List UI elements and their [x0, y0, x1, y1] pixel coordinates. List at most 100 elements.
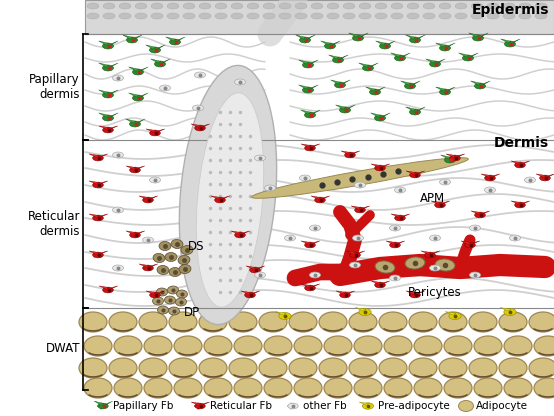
Ellipse shape — [102, 115, 114, 121]
Ellipse shape — [340, 107, 351, 113]
Ellipse shape — [384, 336, 412, 356]
Polygon shape — [223, 196, 230, 199]
Ellipse shape — [534, 336, 554, 356]
Ellipse shape — [144, 336, 172, 356]
Polygon shape — [547, 174, 554, 177]
Ellipse shape — [152, 297, 163, 305]
Ellipse shape — [391, 13, 403, 19]
Ellipse shape — [195, 403, 205, 409]
Ellipse shape — [254, 155, 265, 161]
Polygon shape — [137, 119, 145, 123]
Ellipse shape — [423, 3, 435, 9]
Polygon shape — [307, 35, 315, 39]
Text: Papillary Fb: Papillary Fb — [113, 401, 173, 411]
Ellipse shape — [375, 282, 386, 288]
Ellipse shape — [389, 242, 401, 248]
Ellipse shape — [119, 3, 131, 9]
Polygon shape — [445, 312, 456, 315]
Ellipse shape — [335, 82, 346, 88]
Ellipse shape — [143, 265, 153, 271]
Ellipse shape — [130, 121, 141, 127]
Ellipse shape — [135, 13, 147, 19]
Polygon shape — [202, 124, 210, 127]
Polygon shape — [397, 241, 405, 244]
Polygon shape — [413, 81, 420, 85]
Polygon shape — [311, 85, 318, 89]
Polygon shape — [258, 266, 265, 269]
Polygon shape — [111, 90, 118, 94]
Ellipse shape — [487, 13, 499, 19]
Polygon shape — [146, 129, 156, 132]
Ellipse shape — [473, 35, 484, 41]
Polygon shape — [377, 87, 385, 91]
Ellipse shape — [471, 3, 483, 9]
Polygon shape — [493, 174, 500, 177]
Polygon shape — [406, 35, 416, 39]
Ellipse shape — [503, 3, 515, 9]
Ellipse shape — [264, 336, 292, 356]
Ellipse shape — [114, 336, 142, 356]
Polygon shape — [357, 251, 365, 254]
Ellipse shape — [319, 358, 347, 378]
Polygon shape — [122, 35, 133, 39]
Ellipse shape — [519, 3, 531, 9]
Ellipse shape — [288, 403, 298, 409]
Polygon shape — [336, 105, 346, 109]
Polygon shape — [471, 211, 481, 214]
Polygon shape — [312, 110, 320, 114]
Polygon shape — [231, 231, 241, 234]
Polygon shape — [355, 307, 366, 311]
Polygon shape — [100, 251, 108, 254]
Polygon shape — [418, 107, 425, 111]
Ellipse shape — [407, 13, 419, 19]
Ellipse shape — [449, 312, 461, 319]
Ellipse shape — [499, 358, 527, 378]
Ellipse shape — [84, 378, 112, 398]
Polygon shape — [111, 41, 118, 45]
Polygon shape — [448, 43, 455, 47]
Ellipse shape — [93, 252, 104, 258]
Ellipse shape — [340, 292, 350, 298]
Ellipse shape — [519, 13, 531, 19]
Ellipse shape — [254, 272, 265, 278]
Ellipse shape — [332, 57, 343, 63]
Ellipse shape — [311, 3, 323, 9]
Ellipse shape — [294, 378, 322, 398]
Ellipse shape — [315, 197, 325, 203]
Ellipse shape — [394, 55, 406, 61]
Polygon shape — [483, 81, 490, 85]
Ellipse shape — [153, 253, 165, 262]
Polygon shape — [89, 154, 99, 157]
Polygon shape — [301, 241, 311, 244]
Ellipse shape — [354, 378, 382, 398]
Ellipse shape — [279, 3, 291, 9]
Polygon shape — [202, 402, 209, 405]
Ellipse shape — [196, 93, 264, 307]
Polygon shape — [435, 43, 446, 47]
Ellipse shape — [103, 3, 115, 9]
Ellipse shape — [169, 358, 197, 378]
Ellipse shape — [264, 185, 275, 191]
Polygon shape — [111, 113, 118, 117]
Ellipse shape — [469, 312, 497, 332]
Ellipse shape — [409, 292, 420, 298]
Polygon shape — [89, 214, 99, 217]
Ellipse shape — [324, 378, 352, 398]
Polygon shape — [157, 45, 165, 49]
Ellipse shape — [534, 378, 554, 398]
Ellipse shape — [435, 202, 445, 208]
Ellipse shape — [327, 3, 339, 9]
Ellipse shape — [359, 13, 371, 19]
Ellipse shape — [176, 298, 187, 306]
Text: Reticular
dermis: Reticular dermis — [28, 210, 80, 238]
Ellipse shape — [102, 43, 114, 49]
Ellipse shape — [183, 13, 195, 19]
Polygon shape — [336, 291, 346, 294]
Ellipse shape — [375, 3, 387, 9]
Polygon shape — [469, 33, 479, 37]
Ellipse shape — [429, 61, 440, 67]
Polygon shape — [536, 174, 546, 177]
Polygon shape — [141, 67, 148, 71]
Polygon shape — [461, 241, 471, 244]
Ellipse shape — [199, 312, 227, 332]
